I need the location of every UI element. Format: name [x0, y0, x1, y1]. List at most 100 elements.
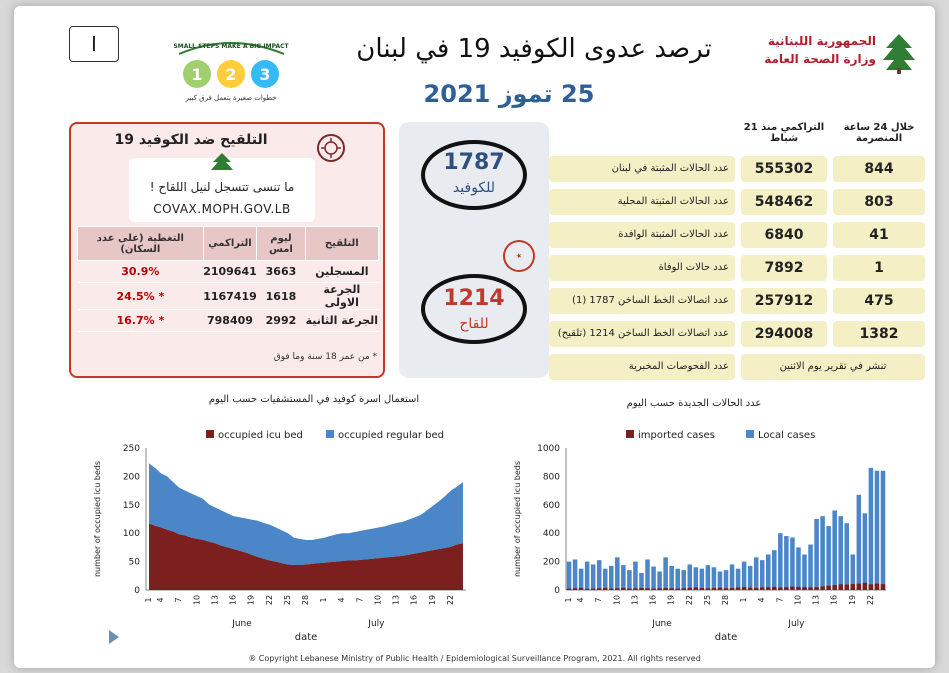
vaccination-title: التلقيح ضد الكوفيد 19	[114, 132, 268, 148]
legend-swatch	[626, 430, 634, 438]
bar-imported	[856, 583, 862, 590]
vaccination-note: * من عمر 18 سنة وما فوق	[273, 352, 377, 362]
col-yesterday: ليوم امس	[256, 226, 306, 261]
header-cumulative: التراكمي منذ 21 شباط	[743, 122, 825, 144]
x-tick-label: 19	[848, 595, 857, 605]
stat-row: عدد اتصالات الخط الساخن 1214 (تلقيح) 294…	[549, 321, 925, 347]
stat-label: عدد الحالات المثبتة في لبنان	[549, 156, 735, 182]
bar-local	[874, 470, 880, 590]
row-cumulative: 2109641	[203, 260, 257, 283]
bar-imported	[699, 588, 705, 590]
y-tick-label: 200	[123, 472, 140, 482]
bar-local	[778, 533, 783, 590]
bar-local	[639, 572, 644, 590]
svg-text:1: 1	[191, 65, 202, 84]
vaccination-site[interactable]: COVAX.MOPH.GOV.LB	[153, 202, 291, 216]
x-tick-label: 13	[392, 595, 401, 605]
covid-hotline-number[interactable]: 1787	[443, 150, 505, 175]
bar-imported	[621, 587, 626, 590]
bar-imported	[747, 587, 753, 590]
hotlines-panel: 1787 للكوفيد ★ 1214 للقاح	[399, 122, 549, 378]
row-name: الجرعة الاولى	[305, 282, 379, 310]
y-tick-label: 200	[543, 558, 560, 568]
x-tick-label: 28	[301, 595, 310, 605]
bar-imported	[778, 587, 783, 590]
stat-row: عدد حالات الوفاة 7892 1	[549, 255, 925, 281]
stat-cumulative: 548462	[741, 189, 827, 215]
bar-imported	[838, 584, 843, 590]
x-tick-label: 10	[612, 595, 621, 605]
x-tick-label: 1	[319, 597, 328, 602]
chart-title-beds: استعمال اسرة كوفيد في المستشفيات حسب الي…	[208, 394, 420, 405]
bar-imported	[578, 587, 584, 590]
bar-imported	[645, 588, 650, 590]
ministry-line1: الجمهورية اللبنانية	[767, 34, 876, 48]
bar-imported	[693, 587, 699, 590]
y-tick-label: 50	[129, 558, 141, 568]
bar-local	[808, 544, 813, 590]
bar-imported	[663, 588, 668, 590]
x-tick-label: 4	[337, 597, 346, 602]
bar-local	[826, 526, 831, 590]
bar-imported	[596, 588, 602, 590]
bar-imported	[633, 588, 638, 590]
month-label: June	[651, 619, 672, 629]
y-tick-label: 800	[543, 472, 560, 482]
bar-imported	[639, 588, 644, 590]
x-tick-label: 13	[210, 595, 219, 605]
hospital-beds-chart: occupied icu bed occupied regular bed 0 50 1…	[93, 430, 466, 641]
y-tick-label: 250	[123, 444, 140, 454]
logo-text-ar: خطوات صغيرة بتعمل فرق كبير	[185, 94, 277, 102]
bar-local	[602, 568, 608, 590]
bar-local	[681, 570, 686, 590]
bar-local	[711, 567, 717, 590]
bar-imported	[808, 587, 813, 590]
svg-text:2: 2	[225, 65, 236, 84]
y-axis-label: number of occupied icu beds	[513, 461, 522, 577]
stat-cumulative: 7892	[741, 255, 827, 281]
stat-label: عدد الفحوصات المخبرية	[549, 354, 735, 380]
row-name: المسجلين	[305, 260, 379, 283]
stat-row: عدد اتصالات الخط الساخن 1787 (1) 257912 …	[549, 288, 925, 314]
bar-local	[741, 561, 747, 590]
bar-imported	[572, 588, 578, 590]
x-tick-label: 10	[373, 595, 382, 605]
cedar-icon	[883, 34, 915, 74]
x-tick-label: 22	[446, 595, 455, 605]
header-last-24h: خلال 24 ساعة المنصرمة	[843, 122, 915, 144]
row-coverage: * 16.7%	[77, 309, 204, 332]
bar-imported	[717, 587, 723, 590]
stat-label: عدد اتصالات الخط الساخن 1787 (1)	[549, 288, 735, 314]
legend-label: imported cases	[638, 430, 715, 441]
bar-local	[572, 559, 578, 590]
legend-swatch	[326, 430, 334, 438]
bar-local	[802, 554, 807, 590]
bar-local	[820, 516, 825, 590]
x-tick-label: 25	[283, 595, 292, 605]
bar-imported	[814, 587, 819, 590]
bar-local	[868, 467, 874, 590]
month-label: June	[231, 619, 252, 629]
legend-label: occupied regular bed	[338, 430, 444, 441]
stat-label: عدد الحالات المثبتة الوافدة	[549, 222, 735, 248]
bar-local	[723, 570, 729, 590]
row-yesterday: 3663	[256, 260, 306, 283]
legend-label: Local cases	[758, 430, 815, 441]
vaccine-hotline-number[interactable]: 1214	[443, 286, 505, 311]
bar-local	[790, 537, 795, 590]
copyright: ® Copyright Lebanese Ministry of Public …	[248, 654, 701, 663]
x-tick-label: 19	[428, 595, 437, 605]
bar-local	[735, 568, 741, 590]
col-cumulative: التراكمي	[202, 226, 258, 261]
bar-imported	[826, 585, 831, 590]
y-tick-label: 1000	[537, 444, 560, 454]
bar-imported	[566, 588, 572, 590]
stat-last24: 475	[833, 288, 925, 314]
bar-local	[699, 568, 705, 590]
bar-imported	[802, 587, 807, 590]
x-tick-label: 7	[174, 597, 183, 602]
play-icon[interactable]	[109, 630, 119, 644]
x-tick-label: 16	[229, 595, 238, 605]
bar-imported	[850, 584, 856, 590]
report-date: 25 تموز 2021	[423, 80, 595, 108]
